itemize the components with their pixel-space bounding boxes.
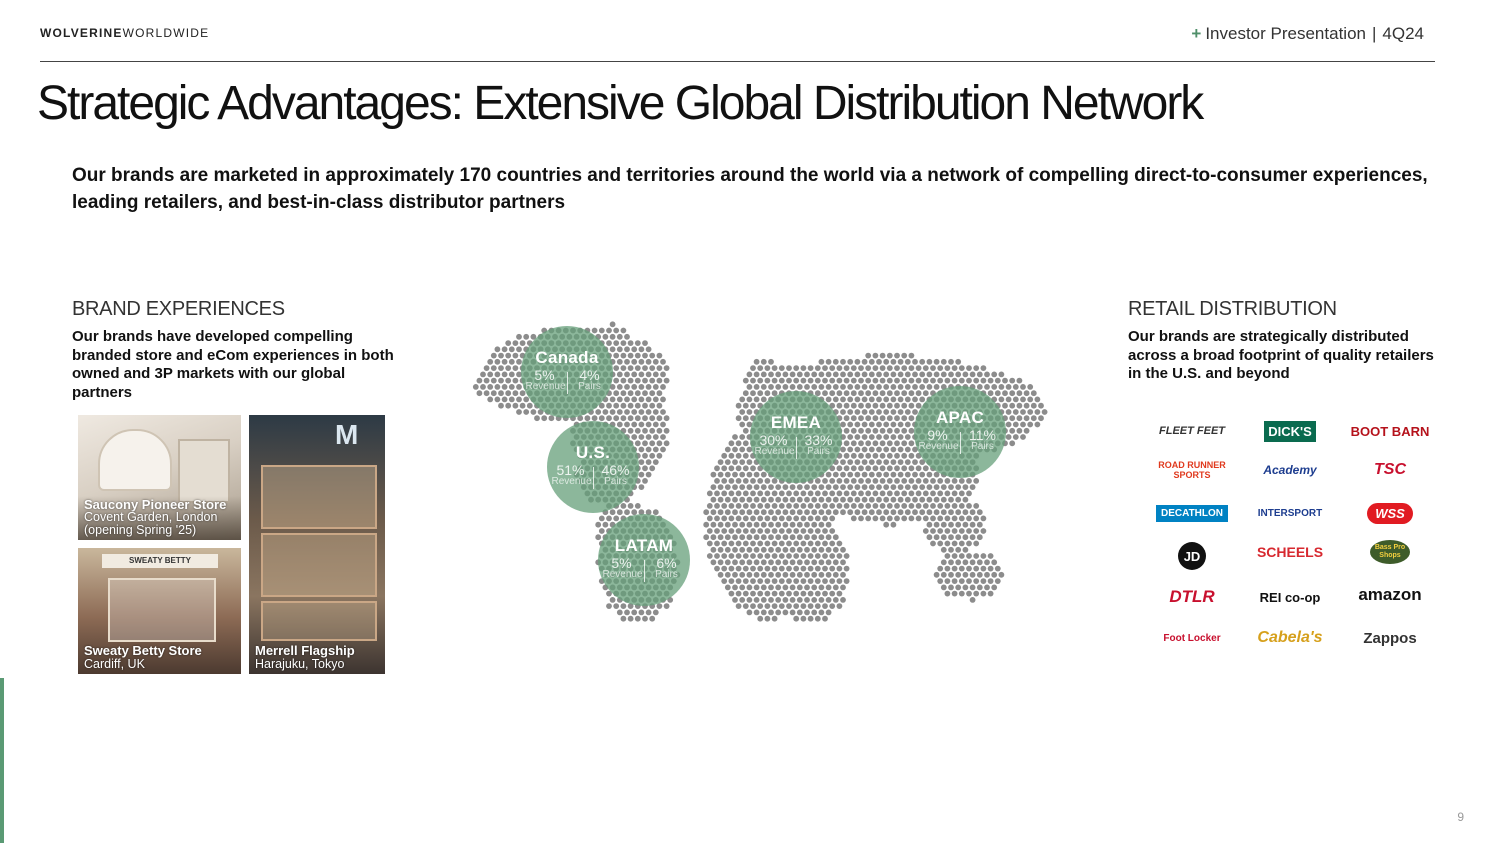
retailer-logo-cabelas: Cabela's	[1257, 629, 1323, 646]
revenue-value: 5%	[611, 555, 632, 571]
stat-divider	[795, 437, 797, 459]
retailer-logo-bass-pro: Bass Pro Shops	[1344, 537, 1436, 567]
presentation-label: + Investor Presentation | 4Q24	[1191, 24, 1424, 44]
brand-experiences-body: Our brands have developed compelling bra…	[72, 328, 394, 401]
merrell-flagship-photo: M Merrell Flagship Harajuku, Tokyo	[249, 415, 385, 674]
region-name: LATAM	[614, 536, 674, 555]
region-name: EMEA	[770, 413, 822, 432]
region-bubble-canada: Canada 5% Revenue 4% Pairs	[521, 326, 613, 418]
retailer-logo-intersport: INTERSPORT	[1257, 507, 1323, 519]
retailer-logo-fleet-feet: FLEET FEET	[1159, 425, 1225, 437]
retailer-logo-wss: WSS	[1344, 498, 1436, 528]
brand-experiences-heading: BRAND EXPERIENCES	[72, 298, 285, 320]
pairs-value: 11%	[969, 427, 996, 443]
page-number: 9	[1457, 810, 1464, 824]
region-name: Canada	[535, 348, 599, 367]
revenue-value: 9%	[927, 427, 948, 443]
revenue-label: Revenue	[754, 446, 795, 457]
company-logo: WOLVERINEWORLDWIDE	[40, 26, 209, 40]
stat-divider	[592, 467, 594, 489]
photo-title: Saucony Pioneer Store	[84, 496, 227, 512]
pairs-label: Pairs	[655, 569, 678, 580]
logo-bold: WOLVERINE	[40, 26, 123, 40]
photo-caption: Merrell Flagship Harajuku, Tokyo	[255, 643, 355, 671]
region-bubble-us: U.S. 51% Revenue 46% Pairs	[547, 421, 639, 513]
pairs-label: Pairs	[807, 446, 830, 457]
photo-location: Covent Garden, London (opening Spring '2…	[84, 510, 218, 537]
photo-title: Merrell Flagship	[255, 643, 355, 658]
photo-location: Harajuku, Tokyo	[255, 656, 345, 671]
revenue-value: 30%	[759, 432, 788, 448]
revenue-label: Revenue	[918, 441, 959, 452]
retailer-logo-foot-locker: Foot Locker	[1163, 632, 1221, 644]
region-name: APAC	[935, 408, 985, 427]
retailer-logo-jd: JD	[1146, 541, 1238, 571]
photo-caption: Saucony Pioneer Store Covent Garden, Lon…	[84, 496, 234, 537]
retailer-logo-academy: Academy	[1263, 463, 1317, 477]
retailer-logo-decathlon: DECATHLON	[1146, 498, 1238, 528]
revenue-label: Revenue	[551, 476, 592, 487]
retail-distribution-heading: RETAIL DISTRIBUTION	[1128, 298, 1337, 320]
retailer-logo-text: JD	[1178, 542, 1206, 570]
retailer-logo-dicks: DICK'S	[1244, 416, 1336, 446]
retailer-logo-boot-barn: BOOT BARN	[1350, 423, 1430, 439]
merrell-logo: M	[335, 419, 359, 450]
region-name: U.S.	[575, 443, 611, 462]
pairs-label: Pairs	[578, 381, 601, 392]
region-bubble-latam: LATAM 5% Revenue 6% Pairs	[598, 514, 690, 606]
retailer-logo-rei: REI co-op	[1259, 589, 1321, 605]
retailer-logo-text: WSS	[1367, 502, 1413, 524]
photo-location: Cardiff, UK	[84, 656, 145, 671]
retailer-logo-text: DECATHLON	[1155, 504, 1229, 522]
presentation-name: Investor Presentation	[1205, 24, 1366, 43]
pairs-value: 6%	[656, 555, 677, 571]
pairs-value: 46%	[601, 462, 630, 478]
header-divider	[40, 61, 1435, 62]
retailer-logo-zappos: Zappos	[1363, 629, 1417, 647]
stat-divider	[643, 560, 645, 582]
retailer-logo-text: DICK'S	[1264, 420, 1316, 442]
region-bubble-emea: EMEA 30% Revenue 33% Pairs	[750, 391, 842, 483]
retailer-logo-tsc: TSC	[1374, 461, 1406, 478]
pairs-label: Pairs	[971, 441, 994, 452]
retailer-logo-road-runner: ROAD RUNNER SPORTS	[1158, 460, 1226, 480]
pairs-value: 33%	[804, 432, 833, 448]
revenue-value: 5%	[534, 367, 555, 383]
revenue-label: Revenue	[525, 381, 566, 392]
accent-bar	[0, 678, 4, 843]
sweaty-betty-store-photo: SWEATY BETTY Sweaty Betty Store Cardiff,…	[78, 548, 241, 674]
header-separator: |	[1371, 24, 1377, 43]
photo-caption: Sweaty Betty Store Cardiff, UK	[84, 643, 202, 671]
revenue-value: 51%	[556, 462, 585, 478]
store-sign: SWEATY BETTY	[102, 554, 218, 568]
retailer-logo-text: Bass Pro Shops	[1370, 540, 1410, 564]
revenue-label: Revenue	[602, 569, 643, 580]
region-bubble-apac: APAC 9% Revenue 11% Pairs	[914, 386, 1006, 478]
quarter-label: 4Q24	[1382, 24, 1424, 43]
pairs-label: Pairs	[604, 476, 627, 487]
photo-title: Sweaty Betty Store	[84, 643, 202, 658]
stat-divider	[566, 372, 568, 394]
saucony-store-photo: Saucony Pioneer Store Covent Garden, Lon…	[78, 415, 241, 540]
intro-text: Our brands are marketed in approximately…	[72, 165, 1428, 213]
stat-divider	[959, 432, 961, 454]
retailer-logo-amazon: amazon	[1358, 585, 1422, 604]
pairs-value: 4%	[579, 367, 600, 383]
page-title: Strategic Advantages: Extensive Global D…	[37, 77, 1204, 130]
retail-distribution-body: Our brands are strategically distributed…	[1128, 328, 1434, 382]
logo-light: WORLDWIDE	[122, 26, 210, 40]
retailer-logo-scheels: SCHEELS	[1256, 544, 1324, 560]
retailer-logo-dtlr: DTLR	[1169, 587, 1215, 606]
plus-icon: +	[1191, 24, 1202, 43]
